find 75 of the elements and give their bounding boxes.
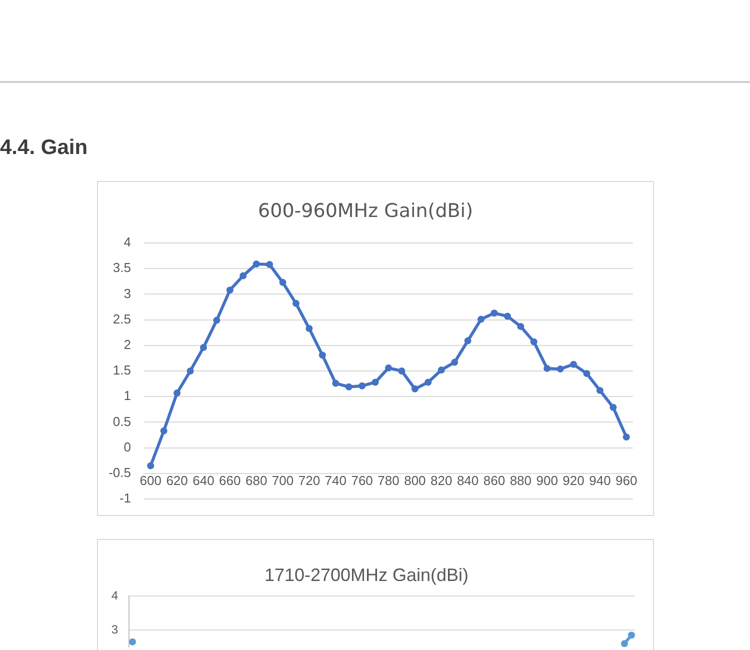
point bbox=[464, 337, 472, 344]
x-tick-label: 880 bbox=[510, 473, 532, 488]
y-tick-label: 2 bbox=[124, 336, 131, 352]
y-tick-label: 4 bbox=[124, 234, 131, 250]
point bbox=[332, 380, 340, 387]
point bbox=[372, 378, 379, 386]
y-tick-label: 3 bbox=[124, 286, 131, 301]
chart-title: 1710-2700MHz Gain(dBi) bbox=[264, 564, 469, 585]
point bbox=[411, 385, 418, 392]
point bbox=[358, 382, 366, 390]
y-tick-label: -1 bbox=[119, 490, 131, 506]
point bbox=[622, 434, 630, 441]
point bbox=[345, 383, 352, 390]
point bbox=[620, 640, 628, 647]
x-tick-label: 960 bbox=[616, 473, 638, 488]
point bbox=[147, 462, 154, 470]
point bbox=[200, 344, 207, 351]
point bbox=[583, 370, 590, 378]
point bbox=[129, 638, 136, 646]
point bbox=[504, 312, 511, 320]
y-tick-label: 4 bbox=[111, 588, 118, 602]
point bbox=[306, 325, 313, 332]
point bbox=[424, 378, 432, 386]
x-tick-label: 640 bbox=[192, 473, 214, 488]
point bbox=[451, 358, 458, 366]
point bbox=[610, 404, 617, 411]
x-tick-label: 840 bbox=[456, 473, 479, 488]
point bbox=[385, 364, 392, 372]
x-tick-label: 800 bbox=[404, 473, 426, 488]
point bbox=[318, 352, 326, 359]
point bbox=[186, 368, 194, 374]
point bbox=[266, 261, 274, 268]
x-tick-label: 620 bbox=[166, 473, 188, 488]
point bbox=[556, 365, 564, 372]
x-tick-label: 900 bbox=[536, 473, 558, 488]
x-tick-label: 740 bbox=[324, 473, 346, 488]
point bbox=[279, 278, 286, 286]
x-tick-label: 920 bbox=[562, 473, 584, 488]
y-tick-label: 0 bbox=[124, 439, 131, 454]
x-tick-label: 660 bbox=[219, 473, 241, 488]
y-tick-label: 1.5 bbox=[112, 362, 131, 378]
y-tick-label: 0.5 bbox=[112, 414, 131, 429]
point bbox=[544, 364, 551, 372]
point bbox=[517, 322, 524, 330]
point bbox=[438, 366, 445, 374]
x-tick-label: 720 bbox=[298, 473, 320, 488]
x-tick-label: 680 bbox=[245, 473, 268, 488]
point bbox=[628, 632, 635, 639]
x-tick-label: 940 bbox=[589, 473, 611, 488]
x-tick-label: 860 bbox=[483, 473, 506, 488]
y-tick-label: 2.5 bbox=[112, 311, 131, 326]
point bbox=[490, 310, 498, 317]
x-tick-label: 820 bbox=[430, 473, 452, 488]
y-tick-label: 3.5 bbox=[112, 260, 131, 276]
point bbox=[160, 427, 168, 434]
point bbox=[213, 316, 220, 324]
x-tick-label: 780 bbox=[378, 473, 400, 488]
point bbox=[530, 338, 538, 346]
point bbox=[398, 368, 406, 374]
point bbox=[240, 272, 247, 280]
x-tick-label: 760 bbox=[351, 473, 373, 488]
point bbox=[292, 300, 300, 307]
point bbox=[596, 386, 604, 394]
x-tick-label: 700 bbox=[272, 473, 294, 488]
y-tick-label: -0.5 bbox=[108, 464, 131, 480]
point bbox=[478, 316, 485, 323]
chart-title: 600-960MHz Gain(dBi) bbox=[258, 200, 473, 222]
point bbox=[226, 286, 234, 294]
y-tick-label: 3 bbox=[111, 622, 118, 636]
text: 4.4. Gain bbox=[0, 136, 88, 160]
point bbox=[570, 360, 578, 368]
point bbox=[252, 260, 260, 268]
y-tick-label: 1 bbox=[124, 388, 131, 404]
x-tick-label: 600 bbox=[140, 473, 162, 488]
point bbox=[174, 390, 181, 397]
